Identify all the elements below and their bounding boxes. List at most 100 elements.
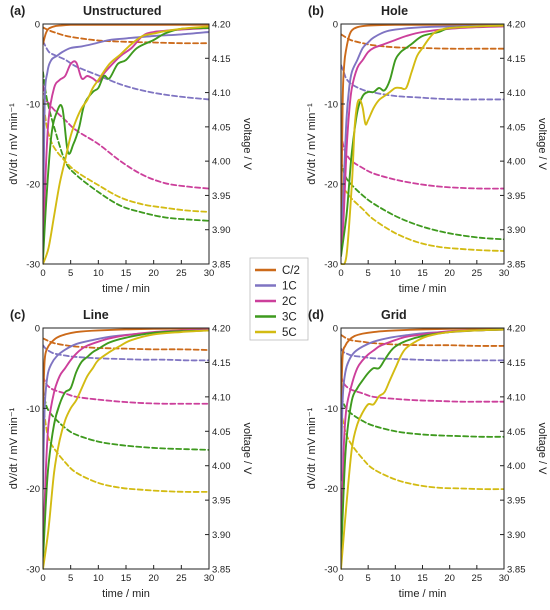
y2-tick-label: 4.05 [507,427,526,438]
legend: C/2 1C 2C 3C 5C [249,257,309,341]
series-dV/dt-1C [43,31,209,249]
y-tick-label: -30 [324,565,338,576]
y2-tick-label: 3.95 [507,191,526,202]
x-tick-label: 20 [148,573,159,584]
series-voltage-3C [341,160,504,241]
y-tick-label: -30 [324,260,338,271]
series-dV/dt-5C [43,25,209,265]
x-tick-label: 0 [338,268,343,279]
y-tick-label: -20 [26,180,40,191]
plot-frame [340,327,505,570]
y2-tick-label: 3.90 [212,225,231,236]
y-tick-label: -20 [324,180,338,191]
y2-tick-label: 4.00 [507,157,526,168]
y2-tick-label: 4.10 [212,392,231,403]
x-tick-label: 10 [93,268,104,279]
y2-tick-label: 3.95 [212,191,231,202]
series-group [43,23,209,265]
x-tick-label: 5 [366,573,371,584]
series-dV/dt-1C [341,328,504,482]
series-dV/dt-C-2 [341,327,504,410]
series-voltage-1C [43,344,209,362]
legend-label: C/2 [282,265,300,277]
series-voltage-1C [341,347,504,362]
x-axis-title: time / min [399,283,447,295]
y2-tick-label: 4.00 [212,157,231,168]
y-axis-title: dV/dt / mV min⁻¹ [8,407,20,489]
series-group [341,23,504,265]
y-tick-label: -10 [324,100,338,111]
series-dV/dt-3C [341,24,504,257]
panel-label: (c) [10,308,25,322]
x-tick-label: 15 [417,573,428,584]
legend-label: 2C [282,296,297,308]
x-tick-label: 15 [121,268,132,279]
series-voltage-1C [341,64,504,101]
y-tick-label: -10 [26,100,40,111]
series-voltage-2C [43,84,209,190]
panel-title: Unstructured [83,4,161,18]
y2-tick-label: 4.20 [212,324,231,335]
y2-tick-label: 3.85 [507,565,526,576]
y2-tick-label: 3.85 [212,565,231,576]
series-dV/dt-3C [43,27,209,261]
y-axis-title: dV/dt / mV min⁻¹ [306,103,318,185]
y2-tick-label: 3.95 [507,496,526,507]
series-voltage-3C [43,71,209,222]
y-tick-label: 0 [333,20,338,31]
y2-tick-label: 4.15 [212,54,231,65]
panel-2: 0 5 10 15 20 25 30 -30 -20 -10 0 3.85 3.90 3.95 4.00 4.… [8,308,253,600]
panel-title: Line [83,308,109,322]
y2-tick-label: 3.90 [507,530,526,541]
y-tick-label: 0 [35,20,40,31]
y2-tick-label: 4.00 [212,461,231,472]
legend-label: 1C [282,281,297,293]
x-tick-label: 20 [444,268,455,279]
x-tick-label: 30 [204,573,215,584]
y2-tick-label: 4.10 [507,392,526,403]
x-tick-label: 30 [204,268,215,279]
series-dV/dt-C-2 [341,23,504,249]
series-group [341,327,504,570]
x-tick-label: 0 [40,573,45,584]
x-tick-label: 5 [366,268,371,279]
panel-1: 0 5 10 15 20 25 30 -30 -20 -10 0 3.85 3.90 3.95 4.00 4.… [306,4,548,295]
y2-tick-label: 4.05 [212,122,231,133]
panel-label: (d) [308,308,324,322]
y-tick-label: -10 [324,404,338,415]
x-tick-label: 15 [417,268,428,279]
y2-tick-label: 3.95 [212,496,231,507]
legend-label: 5C [282,327,297,339]
x-tick-label: 10 [93,573,104,584]
series-dV/dt-2C [341,328,504,554]
y2-tick-label: 3.90 [212,530,231,541]
panel-title: Grid [381,308,407,322]
y2-tick-label: 4.10 [212,88,231,99]
series-dV/dt-C-2 [43,23,209,45]
y2-tick-label: 4.15 [212,358,231,369]
series-voltage-2C [43,375,209,405]
x-tick-label: 25 [176,268,187,279]
x-tick-label: 30 [499,573,510,584]
legend-box [249,257,309,341]
series-dV/dt-5C [341,328,504,570]
series-dV/dt-C-2 [43,327,209,410]
y2-tick-label: 4.15 [507,54,526,65]
y2-tick-label: 4.20 [507,20,526,31]
series-voltage-3C [43,389,209,451]
x-tick-label: 25 [472,573,483,584]
series-dV/dt-3C [43,329,209,562]
panel-title: Hole [381,4,408,18]
x-tick-label: 25 [176,573,187,584]
legend-label: 3C [282,312,297,324]
y-tick-label: -20 [26,484,40,495]
y-axis-title: dV/dt / mV min⁻¹ [306,407,318,489]
series-voltage-2C [341,132,504,190]
y2-tick-label: 3.85 [507,260,526,271]
x-tick-label: 0 [40,268,45,279]
x-axis-title: time / min [102,588,150,600]
series-dV/dt-5C [43,329,209,570]
x-tick-label: 20 [148,268,159,279]
series-voltage-2C [341,375,504,403]
